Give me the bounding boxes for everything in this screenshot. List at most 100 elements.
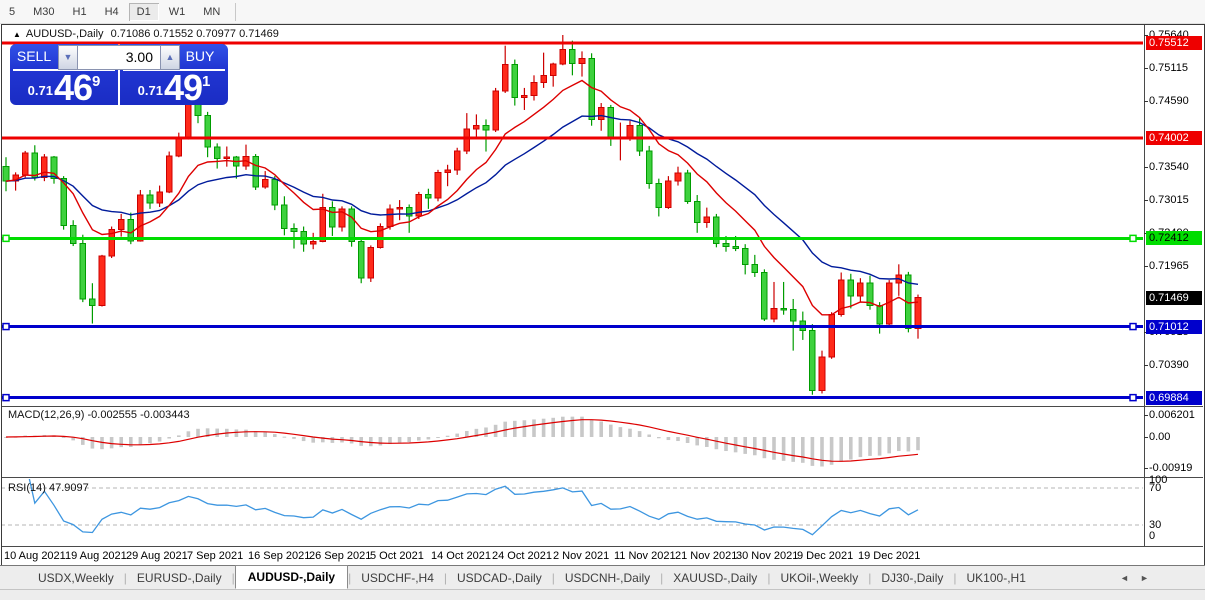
line-handle[interactable] (1129, 234, 1137, 243)
tab-separator: | (953, 570, 957, 585)
macd-tick-label: 0.00 (1149, 430, 1171, 443)
macd-tick-label: -0.00919 (1149, 462, 1193, 475)
chart-tab[interactable]: EURUSD-,Daily (136, 570, 222, 585)
macd-histogram-bar (177, 435, 181, 437)
rsi-panel[interactable] (1, 460, 1143, 536)
timeframe-button-h1[interactable]: H1 (72, 5, 87, 18)
macd-histogram-bar (762, 437, 767, 459)
chart-tab[interactable]: USDCAD-,Daily (457, 570, 542, 585)
bull-candle (98, 255, 106, 306)
chart-tab[interactable]: USDCHF-,H4 (361, 570, 434, 585)
timeframe-button-w1[interactable]: W1 (168, 5, 186, 18)
bull-candle (703, 216, 711, 224)
macd-histogram-bar (61, 437, 66, 438)
chart-tab[interactable]: UK100-,H1 (966, 570, 1026, 585)
macd-histogram-bar (407, 437, 411, 443)
bear-candle (348, 208, 355, 243)
macd-histogram-bar (455, 433, 459, 437)
macd-histogram-bar (897, 437, 901, 452)
macd-histogram-bar (493, 424, 498, 437)
bear-candle (761, 272, 768, 320)
timeframe-button-5[interactable]: 5 (9, 5, 16, 18)
line-handle[interactable] (1129, 393, 1137, 402)
timeframe-button-mn[interactable]: MN (203, 5, 221, 18)
axis-tick[interactable] (1144, 266, 1148, 268)
axis-tick[interactable] (1144, 100, 1148, 102)
chart-tab[interactable]: USDX,Weekly (38, 570, 114, 585)
bull-candle (828, 314, 835, 358)
bear-candle (789, 309, 797, 322)
price-tick-label: 0.75115 (1149, 61, 1188, 74)
macd-signal-line (5, 419, 919, 462)
chart-tab[interactable]: AUDUSD-,Daily (234, 564, 349, 589)
volume-decrease-button[interactable]: ▼ (58, 45, 78, 70)
macd-histogram-bar (522, 420, 527, 437)
timeframe-button-m30[interactable]: M30 (33, 5, 55, 18)
bull-candle (261, 178, 269, 188)
axis-tick[interactable] (1144, 365, 1148, 367)
bull-candle (770, 307, 778, 320)
timeframe-button-h4[interactable]: H4 (104, 5, 119, 18)
chart-tab[interactable]: UKOil-,Weekly (780, 570, 859, 585)
axis-tick[interactable] (1144, 34, 1148, 36)
sell-button[interactable]: SELL (16, 48, 52, 64)
rsi-tick-label: 70 (1149, 482, 1162, 494)
axis-tick[interactable] (1144, 166, 1148, 168)
axis-tick[interactable] (1144, 468, 1148, 470)
rsi-indicator-label: RSI(14) 47.9097 (8, 482, 89, 494)
bull-candle (415, 193, 423, 217)
macd-histogram-bar (503, 421, 507, 437)
tab-scroll-right-icon[interactable]: ► (1140, 573, 1149, 583)
axis-tick[interactable] (1144, 199, 1148, 201)
bear-candle (405, 207, 413, 217)
main-panel[interactable] (1, 35, 1143, 402)
axis-tick[interactable] (1144, 436, 1148, 438)
chart-tab[interactable]: DJ30-,Daily (881, 570, 944, 585)
collapse-triangle-icon[interactable]: ▲ (13, 30, 21, 39)
bear-candle (357, 241, 365, 279)
timeframe-button-d1[interactable]: D1 (128, 2, 159, 21)
bull-candle (175, 137, 183, 157)
toolbar-separator (235, 2, 237, 21)
axis-tick[interactable] (1144, 414, 1148, 416)
volume-input[interactable]: 3.00 (78, 45, 160, 70)
rsi-tick-label: 30 (1149, 519, 1162, 531)
bear-candle (732, 246, 739, 250)
bear-candle (684, 172, 691, 202)
date-label: 21 Nov 2021 (675, 550, 738, 562)
bull-candle (108, 229, 115, 257)
macd-panel[interactable] (4, 416, 920, 467)
macd-histogram-bar (109, 437, 114, 449)
axis-tick[interactable] (1144, 67, 1148, 69)
macd-histogram-bar (906, 437, 911, 452)
macd-histogram-bar (810, 437, 815, 466)
macd-histogram-bar (436, 437, 440, 438)
bull-candle (434, 171, 442, 199)
bull-candle (501, 64, 509, 92)
bull-candle (578, 57, 586, 64)
bear-candle (722, 243, 730, 248)
bear-candle (425, 193, 432, 199)
line-handle[interactable] (1129, 322, 1137, 331)
macd-histogram-bar (138, 437, 143, 445)
bear-candle (252, 156, 259, 188)
macd-histogram-bar (551, 417, 555, 437)
macd-histogram-bar (868, 437, 872, 456)
line-handle[interactable] (2, 234, 10, 243)
date-label: 10 Aug 2021 (4, 550, 66, 562)
bear-candle (847, 279, 855, 297)
macd-histogram-bar (234, 429, 239, 437)
status-strip (0, 589, 1205, 600)
bull-candle (444, 169, 451, 173)
buy-button[interactable]: BUY (185, 48, 215, 64)
volume-increase-button[interactable]: ▲ (160, 45, 180, 70)
chart-tab[interactable]: XAUUSD-,Daily (673, 570, 758, 585)
chart-tab[interactable]: USDCNH-,Daily (564, 570, 651, 585)
line-handle[interactable] (2, 393, 10, 402)
ma-fast-line (5, 79, 919, 316)
line-handle[interactable] (2, 322, 10, 331)
tab-scroll-left-icon[interactable]: ◄ (1120, 573, 1129, 583)
bull-candle (338, 208, 346, 228)
macd-histogram-bar (513, 420, 517, 437)
